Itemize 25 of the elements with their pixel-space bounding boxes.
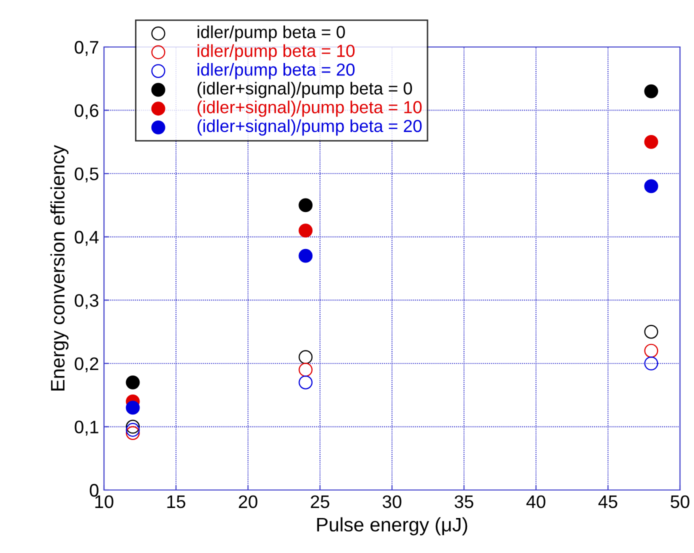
y-tick-label: 0,2 (74, 357, 98, 372)
x-tick-label: 50 (670, 495, 690, 508)
y-axis-title: Energy conversion efficiency (50, 144, 68, 390)
x-tick-label: 15 (167, 496, 186, 508)
legend-label: (idler+signal)/pump beta = 0 (198, 82, 412, 98)
y-tick-label: 0,7 (74, 40, 98, 56)
x-tick-label: 10 (95, 495, 114, 508)
legend-label: (idler+signal)/pump beta = 20 (198, 119, 422, 136)
x-tick-label: 20 (238, 495, 258, 508)
y-tick-label: 0 (90, 484, 98, 497)
x-axis-title: Pulse energy (μJ) (317, 517, 468, 536)
legend-label: idler/pump beta = 0 (198, 25, 345, 42)
x-tick-label: 45 (598, 496, 618, 508)
y-tick-label: 0,5 (74, 168, 98, 182)
x-tick-label: 35 (454, 495, 474, 508)
y-tick-label: 0,1 (74, 420, 98, 436)
x-tick-label: 40 (526, 495, 546, 508)
y-tick-label: 0,6 (74, 104, 98, 120)
y-tick-label: 0,4 (74, 230, 99, 246)
x-tick-label: 30 (382, 495, 402, 508)
x-tick-label: 25 (310, 495, 330, 508)
y-tick-label: 0,3 (74, 294, 98, 309)
legend-label: idler/pump beta = 20 (198, 63, 355, 80)
legend-label: (idler+signal)/pump beta = 10 (198, 100, 422, 117)
legend-label: idler/pump beta = 10 (198, 44, 355, 60)
